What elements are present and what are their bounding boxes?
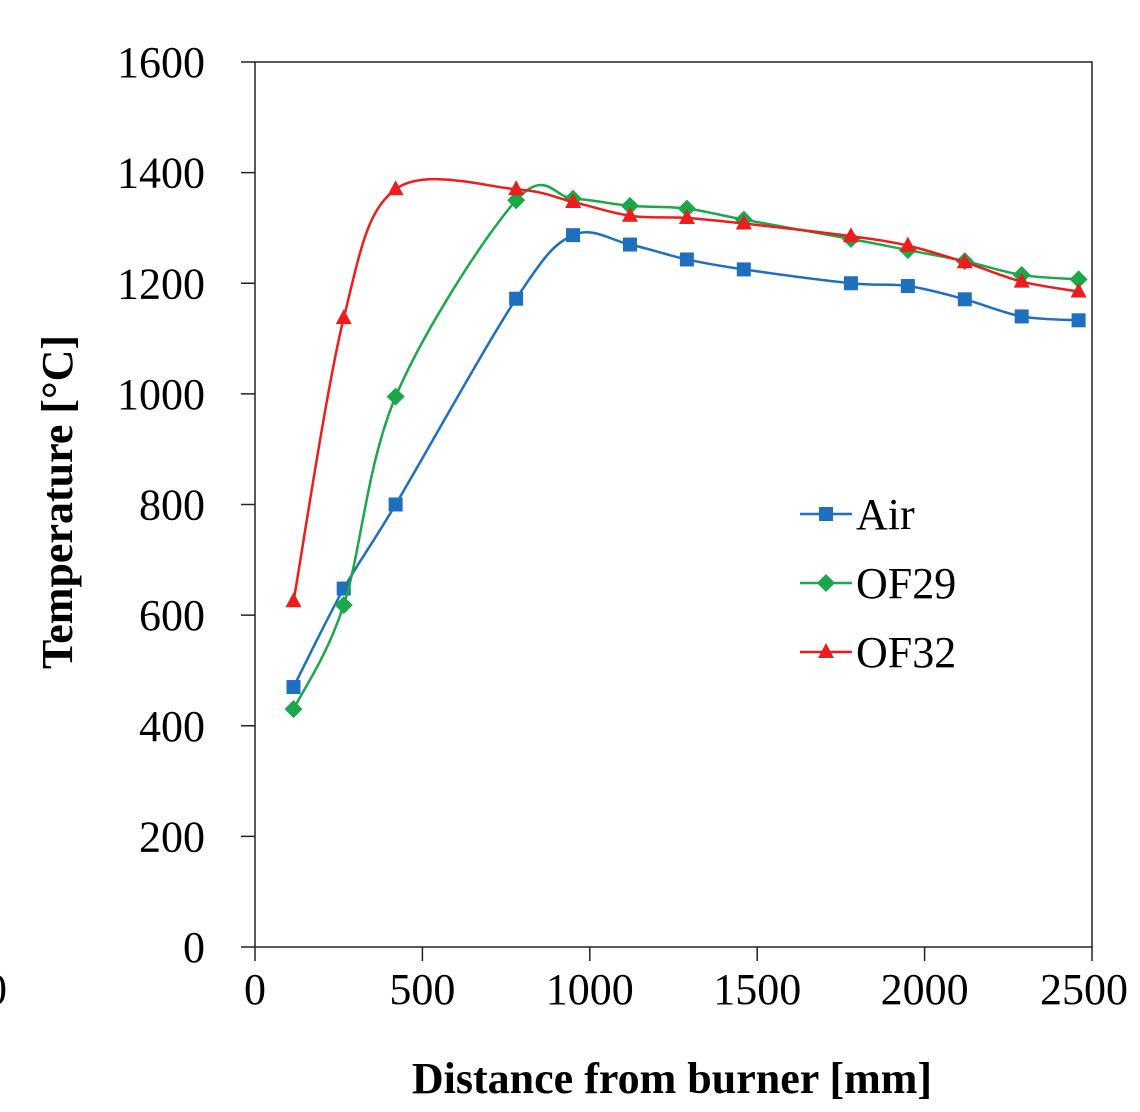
x-axis-ticks: 0 500 1000 1500 2000 2500 0: [0, 947, 1128, 1014]
x-tick-label: 1000: [546, 965, 634, 1014]
data-point-of29: [620, 196, 639, 215]
y-tick-label: 200: [139, 812, 205, 861]
y-tick-label: 800: [139, 481, 205, 530]
data-point-air: [566, 228, 581, 243]
y-tick-label: 1400: [117, 149, 205, 198]
data-point-of32: [678, 208, 695, 224]
data-point-of32: [735, 214, 752, 230]
data-point-of29: [677, 199, 696, 218]
data-point-air: [286, 680, 301, 695]
data-point-air: [900, 279, 915, 294]
data-point-of29: [1069, 270, 1088, 289]
y-tick-label: 1000: [117, 370, 205, 419]
series-of32: [285, 177, 1087, 608]
y-axis-title: Temperature [°C]: [33, 335, 82, 669]
series-line-air: [292, 230, 1079, 688]
data-point-of32: [335, 309, 352, 325]
data-point-of32: [387, 180, 404, 196]
legend-label-of32: OF32: [856, 628, 956, 677]
data-point-air: [1014, 309, 1029, 324]
legend-label-air: Air: [856, 490, 915, 539]
data-point-air: [622, 237, 637, 252]
x-tick-label-extra: 0: [0, 965, 7, 1014]
plot-frame: [254, 61, 1093, 948]
x-tick-label: 0: [244, 965, 266, 1014]
data-point-air: [957, 292, 972, 307]
y-tick-label: 400: [139, 702, 205, 751]
x-tick-label: 2500: [1040, 965, 1128, 1014]
data-point-of29: [334, 596, 353, 615]
x-axis-title: Distance from burner [mm]: [412, 1054, 932, 1103]
data-point-of29: [507, 191, 526, 210]
data-point-air: [1071, 313, 1086, 328]
data-point-of32: [1070, 282, 1087, 298]
data-point-air: [679, 252, 694, 267]
legend: Air OF29 OF32: [800, 490, 956, 677]
x-tick-label: 500: [389, 965, 455, 1014]
data-point-of29: [386, 387, 405, 406]
data-point-of32: [842, 227, 859, 243]
data-point-of32: [899, 236, 916, 252]
data-point-of32: [508, 180, 525, 196]
y-tick-label: 600: [139, 591, 205, 640]
data-point-air: [388, 497, 403, 512]
y-tick-label: 0: [183, 923, 205, 972]
series-line-of32: [292, 177, 1079, 602]
data-point-of32: [956, 253, 973, 269]
legend-marker-air: [819, 507, 833, 521]
series-air: [286, 228, 1086, 695]
data-point-air: [736, 262, 751, 277]
plot-area-border: [254, 61, 1093, 948]
data-point-of32: [1013, 272, 1030, 288]
legend-label-of29: OF29: [856, 559, 956, 608]
legend-marker-of29: [817, 574, 835, 592]
x-tick-label: 1500: [713, 965, 801, 1014]
x-tick-label: 2000: [881, 965, 969, 1014]
data-point-of32: [285, 592, 302, 608]
data-point-of32: [565, 192, 582, 208]
data-point-of29: [284, 700, 303, 719]
data-point-air: [509, 291, 524, 306]
legend-marker-of32: [818, 643, 834, 658]
y-tick-label: 1200: [117, 259, 205, 308]
data-point-air: [843, 276, 858, 291]
y-axis-ticks: 0 200 400 600 800 1000 1200 1400 1600: [117, 38, 255, 972]
series-layer: [284, 177, 1088, 719]
data-point-of32: [621, 206, 638, 222]
y-tick-label: 1600: [117, 38, 205, 87]
